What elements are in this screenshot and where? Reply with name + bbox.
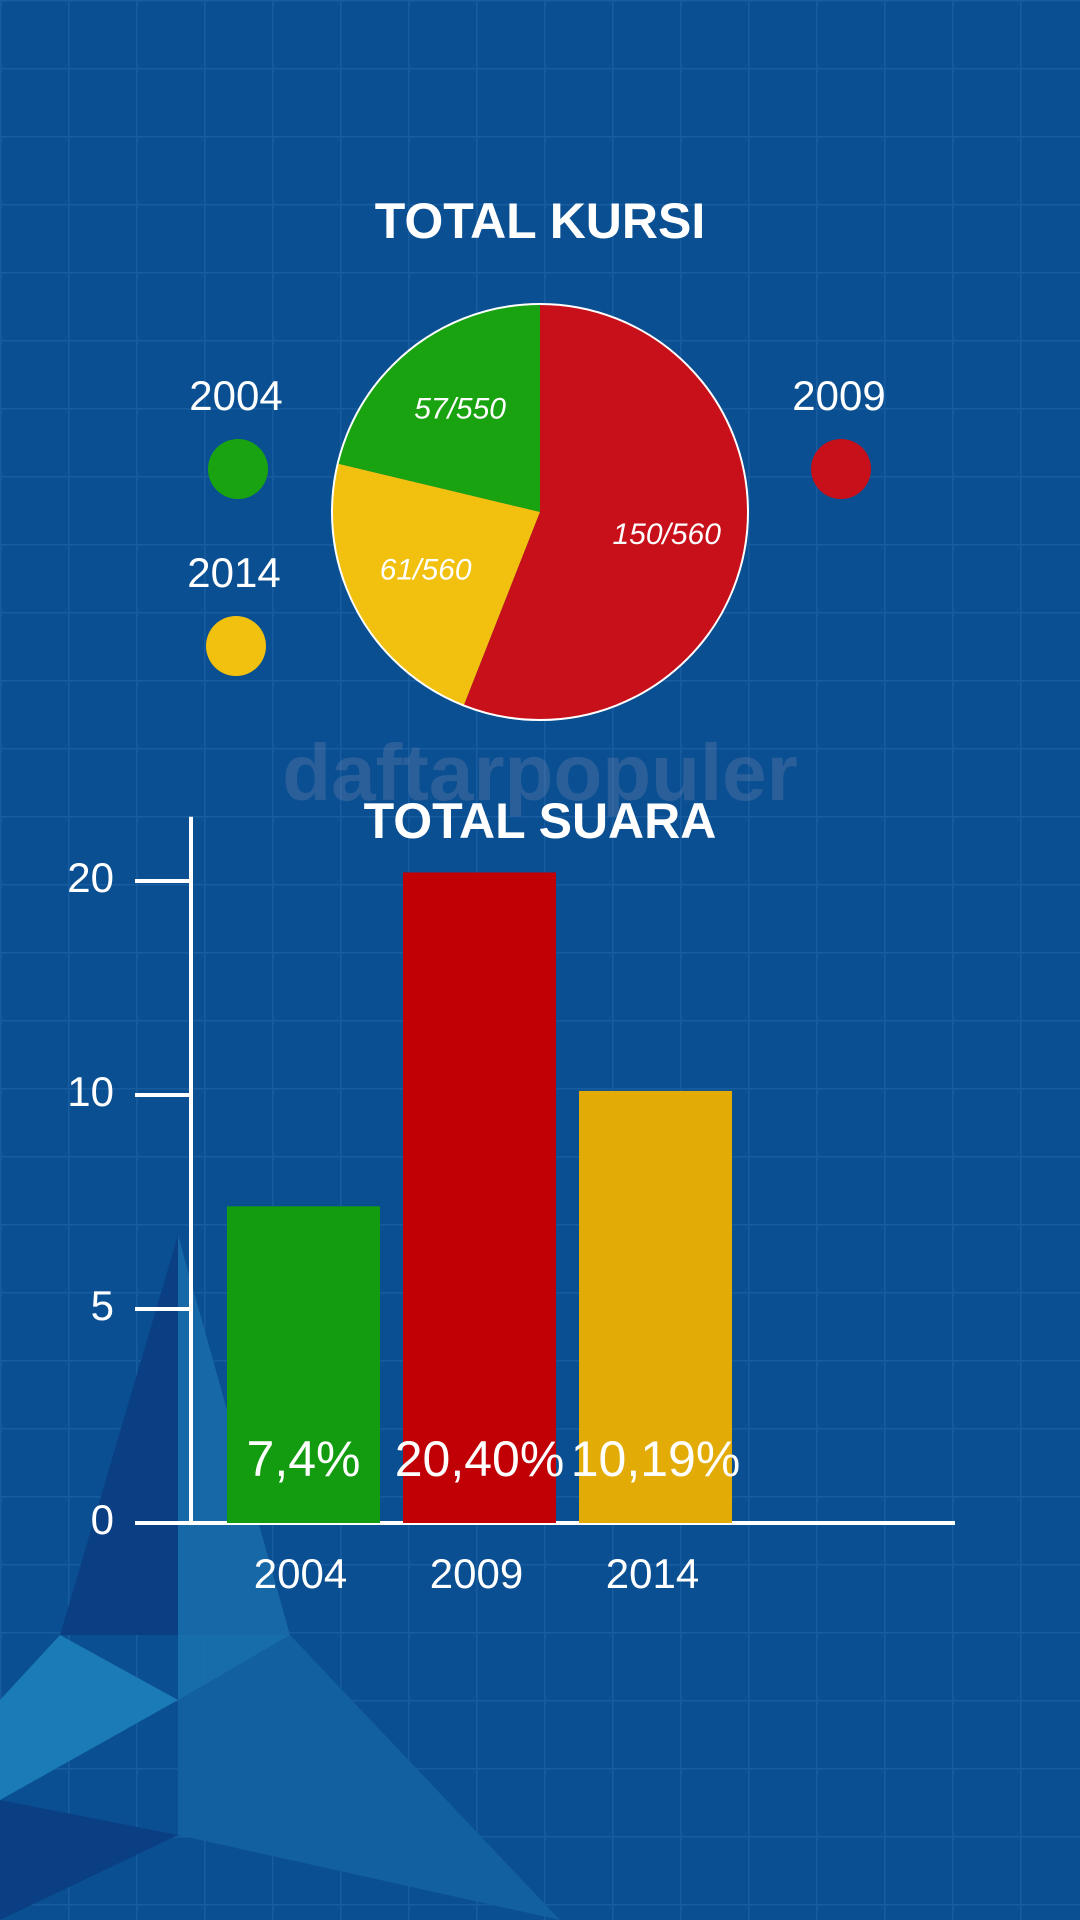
- bar-value-label: 20,40%: [395, 1431, 565, 1487]
- x-tick-label: 2009: [430, 1550, 523, 1597]
- bar: [579, 1090, 732, 1523]
- legend-label: 2009: [792, 372, 885, 419]
- legend-swatch: [208, 439, 268, 499]
- legend-swatch: [206, 616, 266, 676]
- legend-label: 2014: [187, 549, 280, 596]
- x-tick-label: 2004: [254, 1550, 347, 1597]
- y-tick-label: 0: [91, 1496, 114, 1543]
- pie-slice: [463, 304, 748, 720]
- slice-label: 61/560: [380, 554, 472, 587]
- pie-slice: [337, 304, 540, 512]
- slice-label: 150/560: [612, 518, 721, 551]
- decor: [0, 1635, 178, 1800]
- y-tick-label: 20: [67, 854, 114, 901]
- y-tick-label: 5: [91, 1282, 114, 1329]
- x-tick-label: 2014: [606, 1550, 699, 1597]
- legend-label: 2004: [189, 372, 282, 419]
- watermark: daftarpopuler: [282, 728, 798, 817]
- bar: [227, 1206, 380, 1523]
- slice-label: 57/550: [414, 393, 506, 426]
- bar: [403, 872, 556, 1523]
- bar-value-label: 7,4%: [247, 1431, 361, 1487]
- bar-value-label: 10,19%: [571, 1431, 741, 1487]
- chart-title: TOTAL SUARA: [364, 793, 717, 849]
- y-tick-label: 10: [67, 1068, 114, 1115]
- pie-slice: [332, 463, 540, 706]
- legend-swatch: [811, 439, 871, 499]
- chart-title: TOTAL KURSI: [375, 193, 706, 249]
- decor: [0, 1800, 178, 1920]
- pie-outline: [331, 303, 749, 721]
- decor: [178, 1635, 560, 1920]
